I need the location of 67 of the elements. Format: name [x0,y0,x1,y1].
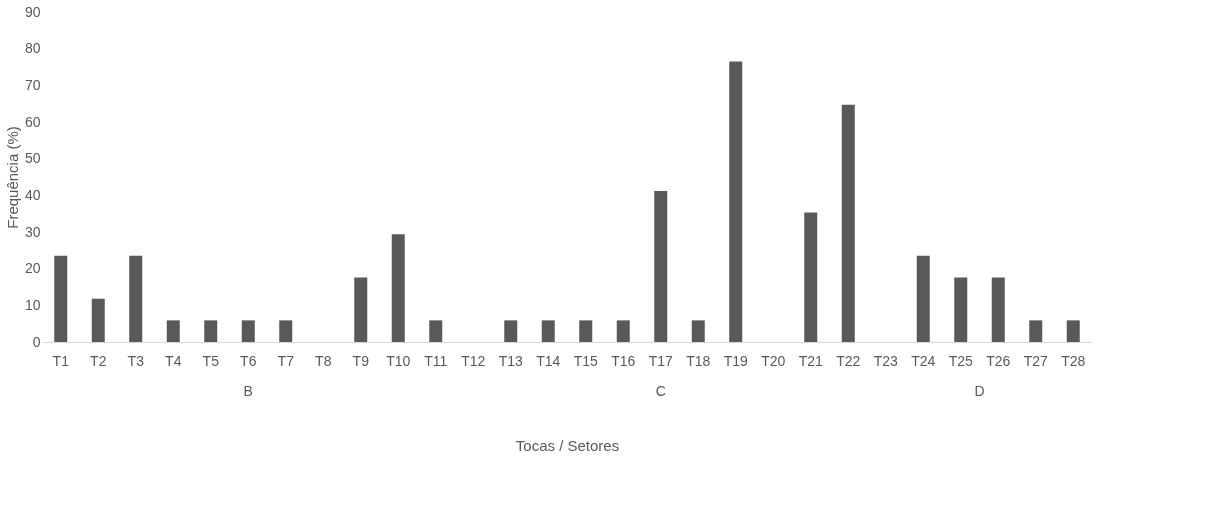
bar [54,255,68,342]
bar [241,320,255,342]
bar [991,277,1005,342]
text: B [243,383,253,399]
bar [1029,320,1043,342]
x-tick-label: T21 [798,352,824,369]
x-tick-label: T5 [202,352,220,369]
x-axis-title: Tocas / Setores [515,436,620,454]
y-tick-label: 60 [24,113,41,130]
x-tick-label: T7 [277,352,295,369]
x-tick-label: T8 [315,352,332,369]
y-tick-label: 20 [24,260,41,277]
bar [166,320,180,342]
y-tick-label: 70 [24,76,41,93]
y-tick-label: 0 [32,333,41,350]
bar [916,255,930,342]
x-tick-label: T28 [1061,352,1086,369]
x-tick-label: T13 [498,352,524,369]
bar [954,277,968,342]
x-tick-label: T12 [461,352,486,369]
x-tick-label: T23 [873,352,899,369]
x-tick-label: T27 [1023,352,1049,369]
bar [654,190,668,342]
bar [841,104,855,342]
bar [804,212,818,342]
bar [279,320,293,342]
x-tick-label: T20 [761,352,786,369]
y-axis-title: Frequência (%) [3,126,21,229]
text: D [974,383,985,399]
x-tick-label: T3 [127,352,145,369]
x-tick-label: T11 [424,352,448,369]
bar [1066,320,1080,342]
y-tick-label: 10 [24,296,41,313]
bar [616,320,630,342]
bar [204,320,218,342]
x-tick-label: T10 [386,352,411,369]
x-tick-label: T19 [723,352,749,369]
y-tick-label: 50 [24,150,41,167]
x-tick-label: T25 [948,352,974,369]
bar [579,320,593,342]
bar [429,320,443,342]
x-tick-label: T2 [90,352,107,369]
y-tick-label: 40 [24,186,41,203]
bar [354,277,368,342]
y-tick-label: 90 [24,3,41,20]
x-tick-label: T18 [686,352,711,369]
x-tick-label: T17 [648,352,674,369]
bar [129,255,143,342]
x-tick-label: T14 [536,352,561,369]
x-tick-label: T15 [573,352,599,369]
x-tick-label: T24 [911,352,936,369]
bar [541,320,555,342]
y-tick-label: 30 [24,223,41,240]
bar [391,234,405,342]
x-tick-label: T9 [352,352,370,369]
bar [91,298,105,342]
x-tick-label: T22 [836,352,861,369]
x-tick-label: T26 [986,352,1011,369]
bar [691,320,705,342]
y-tick-label: 80 [24,40,41,57]
x-tick-label: T4 [165,352,182,369]
x-tick-label: T6 [240,352,257,369]
bar [504,320,518,342]
x-tick-label: T1 [52,352,70,369]
bar [729,61,743,342]
text: C [655,383,666,399]
x-tick-label: T16 [611,352,636,369]
